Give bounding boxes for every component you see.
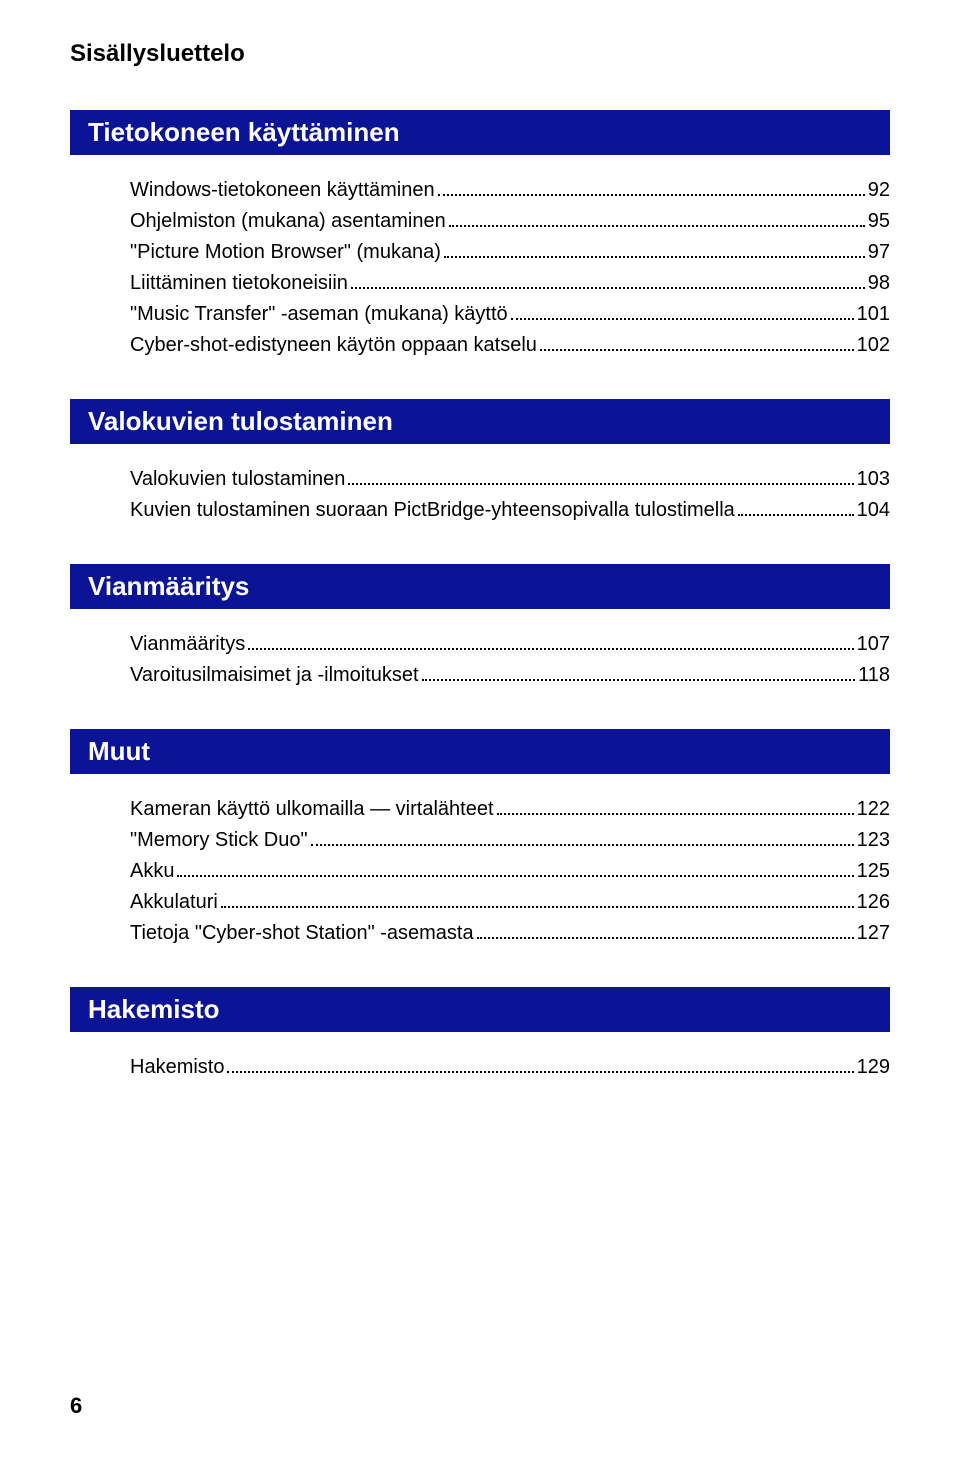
toc-leader-dots [248, 648, 853, 650]
toc-leader-dots [311, 844, 854, 846]
toc-entry-page: 107 [857, 629, 890, 660]
toc-group: Hakemisto 129 [70, 1052, 890, 1083]
toc-leader-dots [449, 225, 865, 227]
toc-entry-page: 104 [857, 495, 890, 526]
toc-leader-dots [177, 875, 853, 877]
toc-entry-page: 95 [868, 206, 890, 237]
page-number: 6 [70, 1393, 890, 1419]
toc-entry-label: "Music Transfer" -aseman (mukana) käyttö [130, 299, 508, 330]
toc-entry[interactable]: Kuvien tulostaminen suoraan PictBridge-y… [130, 495, 890, 526]
toc-entry-page: 92 [868, 175, 890, 206]
toc-leader-dots [422, 679, 856, 681]
section-heading: Muut [70, 729, 890, 774]
toc-entry-page: 98 [868, 268, 890, 299]
toc-leader-dots [351, 287, 865, 289]
toc-entry[interactable]: Tietoja "Cyber-shot Station" -asemasta 12… [130, 918, 890, 949]
toc-entry-label: Kameran käyttö ulkomailla — virtalähteet [130, 794, 494, 825]
toc-leader-dots [738, 514, 854, 516]
toc-group: Valokuvien tulostaminen 103 Kuvien tulosta… [70, 464, 890, 526]
toc-entry-page: 127 [857, 918, 890, 949]
toc-entry-page: 129 [857, 1052, 890, 1083]
toc-entry-label: Akkulaturi [130, 887, 218, 918]
toc-entry-label: Kuvien tulostaminen suoraan PictBridge-y… [130, 495, 735, 526]
toc-entry-label: Liittäminen tietokoneisiin [130, 268, 348, 299]
toc-entry-label: Ohjelmiston (mukana) asentaminen [130, 206, 446, 237]
toc-leader-dots [444, 256, 865, 258]
toc-entry-page: 101 [857, 299, 890, 330]
toc-container: Tietokoneen käyttäminen Windows-tietokone… [70, 110, 890, 1083]
page-title: Sisällysluettelo [70, 40, 890, 68]
toc-entry[interactable]: Kameran käyttö ulkomailla — virtalähteet… [130, 794, 890, 825]
toc-entry[interactable]: Vianmääritys 107 [130, 629, 890, 660]
toc-entry-page: 122 [857, 794, 890, 825]
section-heading: Tietokoneen käyttäminen [70, 110, 890, 155]
toc-entry-page: 118 [858, 660, 890, 691]
toc-leader-dots [511, 318, 854, 320]
toc-entry[interactable]: Varoitusilmaisimet ja -ilmoitukset 118 [130, 660, 890, 691]
toc-entry-label: "Picture Motion Browser" (mukana) [130, 237, 441, 268]
toc-group: Windows-tietokoneen käyttäminen92Ohjelmi… [70, 175, 890, 361]
toc-entry[interactable]: Akkulaturi 126 [130, 887, 890, 918]
toc-entry[interactable]: Ohjelmiston (mukana) asentaminen 95 [130, 206, 890, 237]
toc-entry[interactable]: "Picture Motion Browser" (mukana) 97 [130, 237, 890, 268]
toc-entry[interactable]: Valokuvien tulostaminen 103 [130, 464, 890, 495]
toc-entry-label: Cyber-shot-edistyneen käytön oppaan kats… [130, 330, 537, 361]
toc-leader-dots [540, 349, 854, 351]
toc-entry[interactable]: Windows-tietokoneen käyttäminen 92 [130, 175, 890, 206]
toc-group: Kameran käyttö ulkomailla — virtalähteet… [70, 794, 890, 949]
toc-entry-page: 125 [857, 856, 890, 887]
toc-leader-dots [221, 906, 854, 908]
toc-leader-dots [227, 1071, 853, 1073]
toc-entry[interactable]: Cyber-shot-edistyneen käytön oppaan kats… [130, 330, 890, 361]
toc-entry-label: Vianmääritys [130, 629, 245, 660]
toc-entry-label: Windows-tietokoneen käyttäminen [130, 175, 435, 206]
section-heading: Valokuvien tulostaminen [70, 399, 890, 444]
toc-leader-dots [348, 483, 853, 485]
toc-entry-label: Varoitusilmaisimet ja -ilmoitukset [130, 660, 419, 691]
toc-leader-dots [497, 813, 854, 815]
toc-entry-label: Hakemisto [130, 1052, 224, 1083]
toc-entry[interactable]: Akku 125 [130, 856, 890, 887]
toc-entry[interactable]: Liittäminen tietokoneisiin 98 [130, 268, 890, 299]
toc-entry-page: 123 [857, 825, 890, 856]
toc-entry-label: Akku [130, 856, 174, 887]
toc-entry-page: 97 [868, 237, 890, 268]
section-heading: Vianmääritys [70, 564, 890, 609]
toc-entry-label: Tietoja "Cyber-shot Station" -asemasta [130, 918, 474, 949]
toc-leader-dots [477, 937, 854, 939]
toc-entry-label: "Memory Stick Duo" [130, 825, 308, 856]
toc-entry-label: Valokuvien tulostaminen [130, 464, 345, 495]
toc-entry-page: 102 [857, 330, 890, 361]
toc-entry[interactable]: Hakemisto 129 [130, 1052, 890, 1083]
toc-entry[interactable]: "Memory Stick Duo" 123 [130, 825, 890, 856]
toc-group: Vianmääritys107Varoitusilmaisimet ja -il… [70, 629, 890, 691]
toc-leader-dots [438, 194, 865, 196]
section-heading: Hakemisto [70, 987, 890, 1032]
toc-entry-page: 103 [857, 464, 890, 495]
toc-entry-page: 126 [857, 887, 890, 918]
toc-entry[interactable]: "Music Transfer" -aseman (mukana) käyttö… [130, 299, 890, 330]
